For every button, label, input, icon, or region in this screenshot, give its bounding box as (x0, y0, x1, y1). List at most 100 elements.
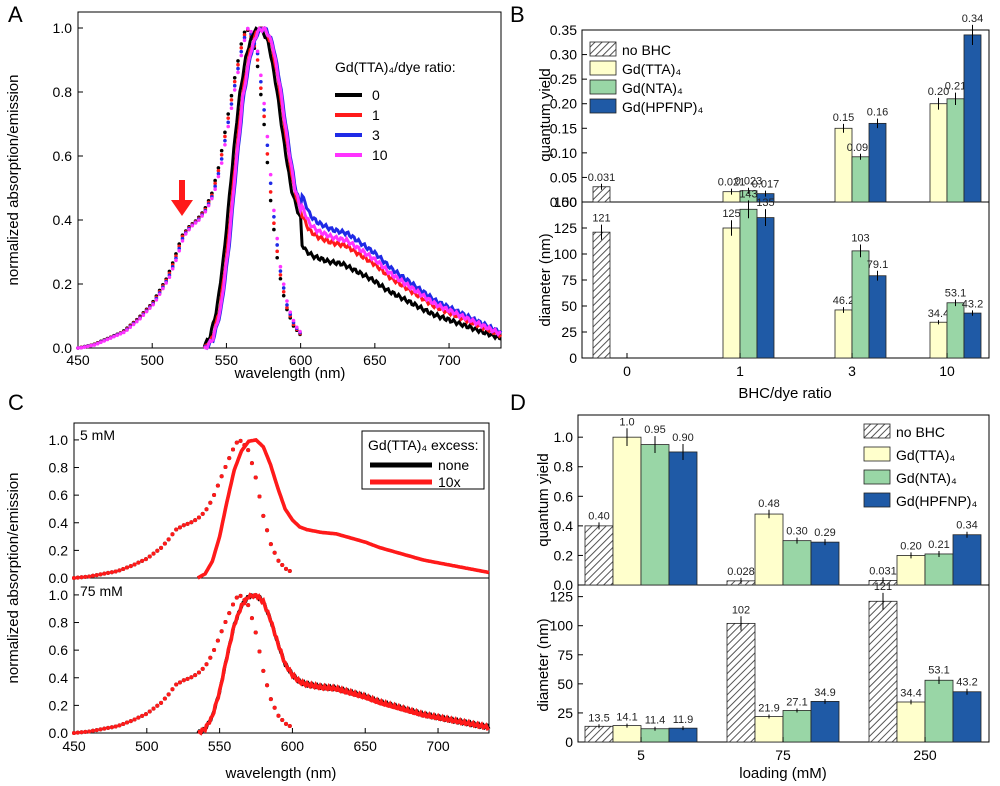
panel-b-top-ytick-label: 0.15 (550, 120, 577, 136)
panel-c-absorption-point (125, 720, 130, 725)
panel-a-ytick-label: 1.0 (53, 20, 73, 36)
panel-b-bottom-bar (946, 302, 965, 359)
panel-c-absorption-point (249, 616, 254, 621)
panel-d-bottom-datalabel: 53.1 (928, 665, 949, 677)
panel-d-bottom-datalabel: 102 (732, 604, 750, 616)
panel-a-emission-series-0 (202, 26, 502, 348)
panel-d-top-ytick-label: 0.8 (554, 459, 574, 475)
panel-a-absorption-point (298, 329, 302, 334)
panel-a-absorption-point (278, 276, 283, 281)
panel-a-absorption-point (232, 79, 237, 84)
panel-d-top-datalabel: 0.028 (727, 566, 755, 578)
panel-c-xlabel: wavelength (nm) (225, 765, 337, 782)
panel-c-absorption-point (174, 527, 179, 532)
panel-a-ytick-label: 0.4 (53, 212, 73, 228)
panel-d-top-bar (754, 513, 784, 586)
panel-a-absorption-point (259, 79, 263, 84)
panel-c-xtick-label: 650 (354, 738, 378, 754)
panel-d-top-bar (896, 555, 926, 586)
panel-b-bottom-datalabel: 53.1 (945, 287, 966, 299)
panel-c-absorption-point (79, 575, 84, 580)
panel-label-d: D (510, 390, 526, 415)
panel-d-bottom-bar (896, 701, 926, 743)
panel-d-top-bar (810, 541, 840, 586)
panel-c-absorption-point (143, 712, 148, 717)
panel-c-absorption-point (121, 721, 126, 726)
panel-a-absorption-point (82, 345, 87, 349)
panel-a-absorption-point (216, 166, 221, 170)
panel-c-absorption-point (276, 713, 281, 718)
panel-c-absorption-point (75, 575, 80, 580)
panel-d-bottom-ytick-label: 50 (557, 676, 573, 692)
panel-d-legend-swatch (863, 492, 891, 508)
panel-c-absorption-point (132, 717, 137, 722)
panel-a-absorption-point (236, 70, 240, 75)
panel-a-absorption-point (121, 330, 126, 335)
panel-c-ytick-label: 0.2 (49, 697, 69, 713)
panel-c-absorption-point (170, 687, 175, 692)
panel-c-ytick-label: 0.0 (49, 725, 69, 741)
panel-a-absorption-point (125, 328, 129, 332)
panel-a-ytick-label: 0.0 (53, 340, 73, 356)
panel-c-absorption-point (147, 554, 152, 559)
panel-a-absorption-point (262, 122, 266, 127)
panel-c-absorption-point (151, 706, 156, 711)
panel-b-top-bar (929, 103, 948, 203)
panel-c-absorption-point (223, 619, 228, 624)
panel-a-absorption-point (141, 313, 146, 318)
panel-d-legend-swatch (863, 446, 891, 462)
panel-c-absorption-point (174, 682, 179, 687)
panel-b-top-bar (868, 122, 887, 203)
panel-a-legend-label: 0 (372, 87, 380, 103)
panel-c-absorption-point (102, 726, 107, 731)
panel-a-absorption-point (134, 319, 139, 324)
panel-c-legend-title: Gd(TTA)₄ excess: (368, 437, 478, 453)
panel-a-absorption-point (281, 282, 286, 286)
panel-b-top-datalabel: 0.34 (962, 13, 983, 25)
panel-b-bottom-datalabel: 125 (722, 208, 740, 220)
panel-b-xtick-label: 0 (623, 363, 631, 379)
panel-c-absorption-point (268, 542, 273, 547)
panel-b-xtick-label: 10 (939, 363, 955, 379)
panel-b-bottom-ytick-label: 100 (554, 246, 578, 262)
panel-a-absorption-point (239, 53, 244, 58)
panel-d-top-datalabel: 0.95 (644, 424, 665, 436)
panel-c-absorption-point (268, 697, 273, 702)
panel-c-xtick-label: 600 (281, 738, 305, 754)
panel-d-bottom-bar (924, 679, 954, 743)
panel-label-a: A (8, 2, 23, 27)
panel-d-top-bar (952, 534, 982, 586)
panel-b-top-bar (963, 34, 982, 203)
panel-c-absorption-point (170, 532, 175, 537)
panel-c-legend-label: 10x (438, 474, 461, 490)
panel-b-legend-label: no BHC (622, 42, 671, 58)
panel-a-absorption-point (112, 334, 116, 339)
panel-d-top-datalabel: 1.0 (619, 416, 634, 428)
panel-a-absorption-point (239, 49, 244, 54)
panel-c-ytick-label: 1.0 (49, 587, 69, 603)
panel-b-top-ytick-label: 0.10 (550, 145, 577, 161)
panel-c-absorption-point (140, 558, 145, 563)
panel-c-absorption-point (272, 550, 277, 555)
panel-c-absorption-point (272, 705, 277, 710)
panel-c-ylabel: normalized absorption/emission (5, 473, 22, 684)
panel-a-absorption-point (245, 26, 250, 31)
panel-c-absorption-point (128, 719, 133, 724)
panel-c-absorption-point (204, 507, 209, 512)
panel-c-absorption-point (136, 560, 141, 565)
panel-a-absorption-point (236, 59, 240, 63)
panel-c-absorption-point (189, 675, 194, 680)
panel-a-absorption-point (229, 106, 234, 110)
panel-a-absorption-point (223, 143, 227, 147)
panel-c-subplot-5mm: 5 mM (80, 427, 115, 443)
panel-c-absorption-point (200, 511, 205, 516)
panel-a-absorption-point (268, 190, 273, 194)
panel-d-top-datalabel: 0.30 (786, 526, 807, 538)
panel-d-legend-label: no BHC (896, 424, 945, 440)
panel-a-xtick-label: 550 (215, 352, 239, 368)
panel-d-bottom-bar (612, 725, 642, 743)
panel-c-absorption-point (181, 678, 186, 683)
panel-a-absorption-point (76, 346, 80, 350)
panel-a-absorption-point (288, 310, 293, 314)
